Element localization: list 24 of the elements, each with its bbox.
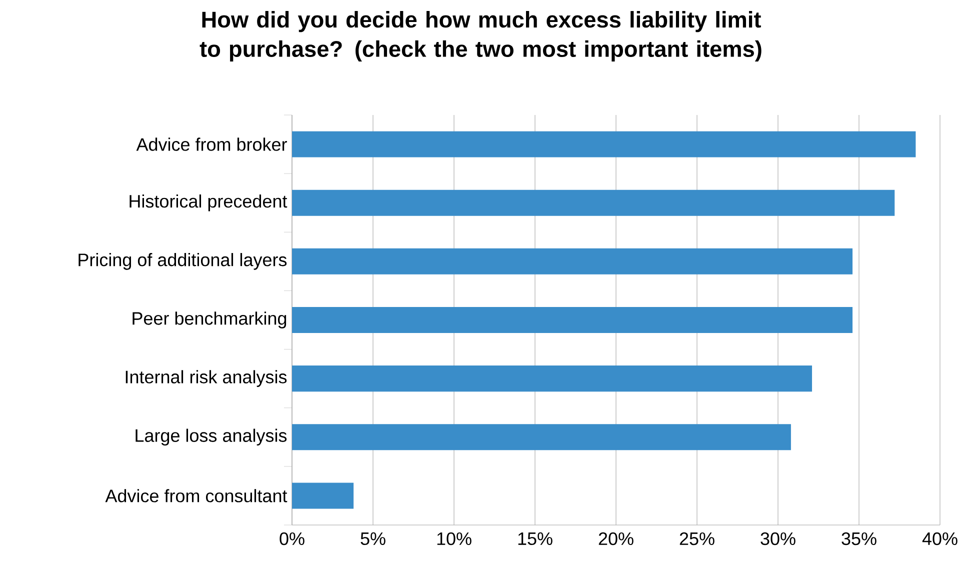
x-tick-label: 40% [922,532,958,546]
y-tick-label: Pricing of additional layers [78,253,287,270]
x-tick-label: 10% [437,532,472,546]
bar [292,424,791,450]
y-tick-label: Advice from broker [136,138,287,151]
bar [292,482,354,509]
x-tick-label: 25% [680,532,714,546]
x-tick-label: 5% [360,532,386,546]
bar [292,248,853,274]
x-tick-label: 15% [518,532,552,546]
y-tick-label: Advice from consultant [105,489,288,502]
bar [292,366,812,392]
y-tick-label: Historical precedent [130,194,288,212]
y-tick-label: Peer benchmarking [132,312,286,328]
y-tick-label: Large loss analysis [136,428,287,446]
bar [292,131,916,158]
y-tick-label: Internal risk analysis [126,370,287,387]
bar [292,190,895,216]
x-tick-label: 35% [842,532,876,546]
chart-title: How did you decide how much excess liability limit to purchase? (check the two most important items) [200,11,762,62]
bar [292,306,853,333]
x-tick-label: 0% [280,532,304,546]
x-tick-label: 30% [760,532,796,546]
x-tick-label: 20% [598,532,634,546]
